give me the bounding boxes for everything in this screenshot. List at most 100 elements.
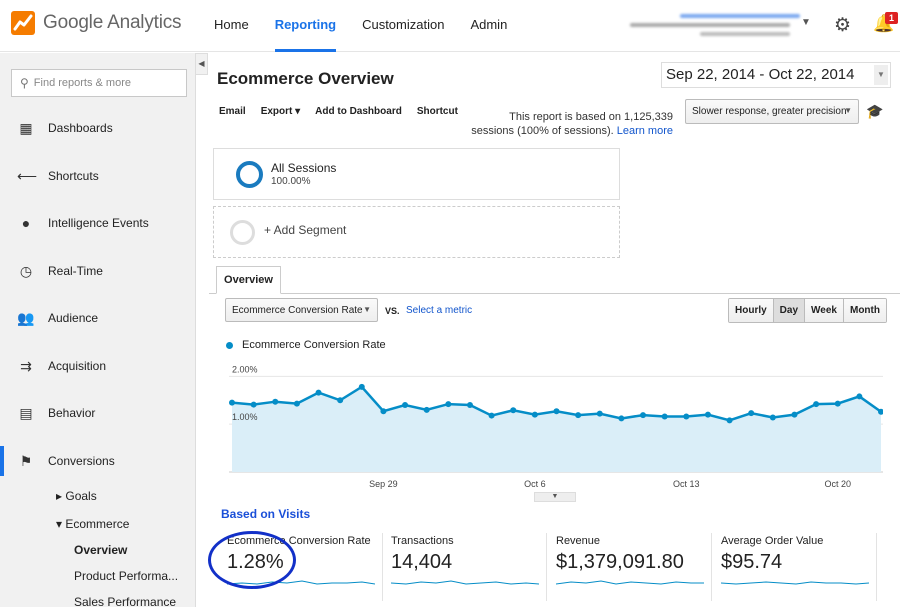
app-name: Google Analytics xyxy=(43,12,182,33)
data-point xyxy=(466,402,473,409)
based-on-visits-label: Based on Visits xyxy=(221,507,311,521)
sidebar-sub-sales-performance[interactable]: Sales Performance xyxy=(74,595,177,607)
notification-badge: 1 xyxy=(885,12,898,24)
add-segment-button[interactable]: + Add Segment xyxy=(213,206,620,258)
select-metric-link[interactable]: Select a metric xyxy=(406,305,473,316)
kpi-average-order-value[interactable]: Average Order Value $95.74 xyxy=(715,533,877,601)
acquisition-arrows-icon: ⇉ xyxy=(20,357,32,374)
chart-legend: Ecommerce Conversion Rate xyxy=(226,339,386,351)
data-point xyxy=(878,408,883,415)
kpi-transactions[interactable]: Transactions 14,404 xyxy=(385,533,547,601)
search-input[interactable]: ⚲ Find reports & more xyxy=(11,69,187,97)
sidebar-item-label: Intelligence Events xyxy=(48,216,149,230)
chart-expand-icon[interactable]: ▼ xyxy=(534,492,576,502)
sidebar-item-dashboards[interactable]: ▦ Dashboards xyxy=(0,113,196,143)
data-point xyxy=(531,411,538,418)
data-point xyxy=(640,412,647,419)
search-placeholder: Find reports & more xyxy=(33,77,131,89)
nav-customization[interactable]: Customization xyxy=(362,17,445,32)
sidebar-sub-ecommerce[interactable]: ▾ Ecommerce xyxy=(56,517,130,531)
data-point xyxy=(229,399,235,406)
segment-all-sessions[interactable]: All Sessions 100.00% xyxy=(213,148,620,200)
y-tick-label: 2.00% xyxy=(232,364,258,374)
search-icon: ⚲ xyxy=(20,76,29,90)
lightbulb-icon: ● xyxy=(21,215,31,231)
empty-segment-ring-icon xyxy=(230,220,255,245)
granularity-hourly-button[interactable]: Hourly xyxy=(729,299,774,322)
metric-select[interactable]: Ecommerce Conversion Rate ▼ xyxy=(225,298,378,322)
conversion-rate-chart: 2.00% 1.00% Sep 29 Oct 6 Oct 13 Oct 20 xyxy=(229,364,883,489)
sidebar-sub-product-performance[interactable]: Product Performa... xyxy=(74,569,179,583)
data-point xyxy=(402,402,409,409)
kpi-sparkline xyxy=(391,580,539,585)
sidebar-item-intelligence-events[interactable]: ● Intelligence Events xyxy=(0,208,196,238)
data-point xyxy=(704,411,711,418)
export-button[interactable]: Export ▾ xyxy=(260,106,301,117)
sidebar-sub-goals[interactable]: ▸ Goals xyxy=(56,489,97,503)
sidebar: ⚲ Find reports & more ▦ Dashboards ⟵ Sho… xyxy=(0,53,196,607)
grid-icon: ▦ xyxy=(19,119,33,136)
sidebar-item-acquisition[interactable]: ⇉ Acquisition xyxy=(0,351,196,381)
data-point xyxy=(575,412,582,419)
collapse-sidebar-icon[interactable]: ◀ xyxy=(196,53,208,75)
page-title: Ecommerce Overview xyxy=(217,69,394,88)
account-selector[interactable] xyxy=(620,14,800,40)
data-point xyxy=(445,401,452,408)
tab-divider xyxy=(209,293,900,294)
sidebar-item-real-time[interactable]: ◷ Real-Time xyxy=(0,256,196,286)
email-button[interactable]: Email xyxy=(219,106,246,117)
kpi-sparkline xyxy=(721,581,869,585)
data-point xyxy=(661,413,668,420)
annotation-highlight-circle xyxy=(208,531,296,589)
data-point xyxy=(553,408,560,415)
sidebar-item-label: Shortcuts xyxy=(48,169,99,183)
x-tick-label: Sep 29 xyxy=(369,479,398,489)
expand-caret-icon: ▸ xyxy=(56,489,63,503)
kpi-name: Revenue xyxy=(556,535,601,547)
learn-more-link[interactable]: Learn more xyxy=(616,125,673,137)
sidebar-sub-overview[interactable]: Overview xyxy=(74,543,128,557)
nav-home[interactable]: Home xyxy=(214,17,249,32)
vs-label: VS. xyxy=(385,306,400,316)
y-tick-label: 1.00% xyxy=(232,412,258,422)
top-bar: Google Analytics Home Reporting Customiz… xyxy=(0,0,900,52)
graduation-cap-icon[interactable]: 🎓 xyxy=(866,103,884,119)
sidebar-item-behavior[interactable]: ▤ Behavior xyxy=(0,398,196,428)
sidebar-item-shortcuts[interactable]: ⟵ Shortcuts xyxy=(0,161,196,191)
nav-reporting[interactable]: Reporting xyxy=(274,0,337,52)
data-point xyxy=(380,408,387,415)
data-point xyxy=(596,410,603,417)
people-icon: 👥 xyxy=(17,309,35,326)
date-range-text: Sep 22, 2014 - Oct 22, 2014 xyxy=(666,66,855,83)
x-tick-label: Oct 13 xyxy=(673,479,700,489)
main-content: Ecommerce Overview Sep 22, 2014 - Oct 22… xyxy=(209,53,900,607)
granularity-day-button[interactable]: Day xyxy=(773,299,806,322)
data-point xyxy=(834,400,841,407)
kpi-value: 14,404 xyxy=(391,551,453,573)
settings-gear-icon[interactable]: ⚙ xyxy=(834,15,852,36)
kpi-sparkline xyxy=(556,580,704,585)
kpi-revenue[interactable]: Revenue $1,379,091.80 xyxy=(550,533,712,601)
precision-select[interactable]: Slower response, greater precision ▼ xyxy=(685,99,859,124)
sampling-note: This report is based on 1,125,339 sessio… xyxy=(471,111,673,137)
add-to-dashboard-button[interactable]: Add to Dashboard xyxy=(315,106,402,117)
granularity-toggle: Hourly Day Week Month xyxy=(728,298,887,323)
nav-admin[interactable]: Admin xyxy=(470,17,508,32)
sidebar-item-conversions[interactable]: ⚑ Conversions xyxy=(0,446,196,476)
segment-percent: 100.00% xyxy=(271,176,311,187)
collapse-caret-icon: ▾ xyxy=(56,517,63,531)
report-actions: Email Export ▾ Add to Dashboard Shortcut xyxy=(219,106,473,117)
data-point xyxy=(683,413,690,420)
shortcut-button[interactable]: Shortcut xyxy=(416,106,458,117)
tab-overview[interactable]: Overview xyxy=(216,266,281,294)
segment-ring-icon xyxy=(236,161,263,188)
date-range-picker[interactable]: Sep 22, 2014 - Oct 22, 2014 ▼ xyxy=(661,62,891,88)
granularity-month-button[interactable]: Month xyxy=(843,299,886,322)
data-point xyxy=(791,411,798,418)
data-point xyxy=(423,406,430,413)
sidebar-item-label: Real-Time xyxy=(48,264,103,278)
logo[interactable]: Google Analytics xyxy=(11,11,182,35)
granularity-week-button[interactable]: Week xyxy=(805,299,844,322)
sidebar-item-audience[interactable]: 👥 Audience xyxy=(0,303,196,333)
account-caret-icon[interactable]: ▼ xyxy=(801,17,811,28)
